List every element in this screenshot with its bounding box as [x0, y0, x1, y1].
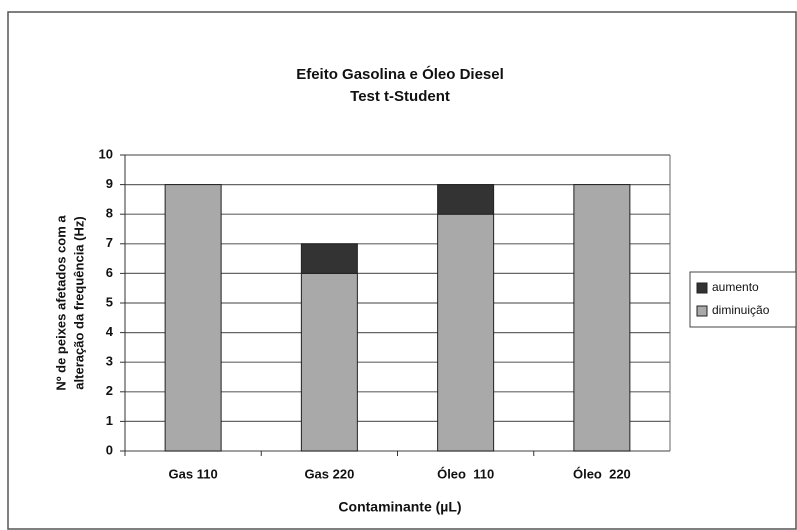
y-tick-label: 2: [106, 383, 113, 398]
x-tick-label: Gas 110: [169, 466, 218, 481]
chart-frame: [7, 11, 797, 530]
legend-label: diminuição: [712, 303, 770, 317]
bar-segment: [437, 184, 495, 215]
x-tick-label: Óleo 220: [573, 466, 631, 481]
bar-segment: [164, 184, 222, 452]
y-tick-label: 0: [106, 442, 113, 457]
chart-subtitle: Test t-Student: [350, 88, 450, 105]
y-tick-label: 9: [106, 176, 113, 191]
y-axis-label: Nº de peixes afetados com a: [53, 215, 68, 391]
y-tick-label: 10: [99, 146, 113, 161]
bar-segment: [300, 272, 358, 452]
legend-swatch: [696, 305, 708, 317]
legend: aumento diminuição: [696, 280, 770, 317]
y-tick-label: 8: [106, 206, 113, 221]
y-tick-label: 3: [106, 354, 113, 369]
y-tick-label: 1: [106, 413, 113, 428]
y-tick-label: 5: [106, 294, 113, 309]
chart-title: Efeito Gasolina e Óleo Diesel: [296, 65, 504, 83]
x-tick-label: Gas 220: [304, 466, 354, 481]
y-tick-label: 4: [106, 324, 114, 339]
x-tick-label: Óleo 110: [437, 466, 494, 481]
bar-segment: [573, 184, 631, 452]
bar-segment: [437, 213, 495, 452]
bar-segment: [300, 243, 358, 274]
y-axis-label: alteração da frequência (Hz): [71, 216, 86, 389]
y-tick-label: 6: [106, 265, 113, 280]
legend-box: [689, 271, 797, 328]
legend-label: aumento: [712, 280, 759, 294]
y-tick-label: 7: [106, 235, 113, 250]
legend-swatch: [696, 282, 708, 294]
x-axis-label: Contaminante (µL): [338, 499, 461, 515]
